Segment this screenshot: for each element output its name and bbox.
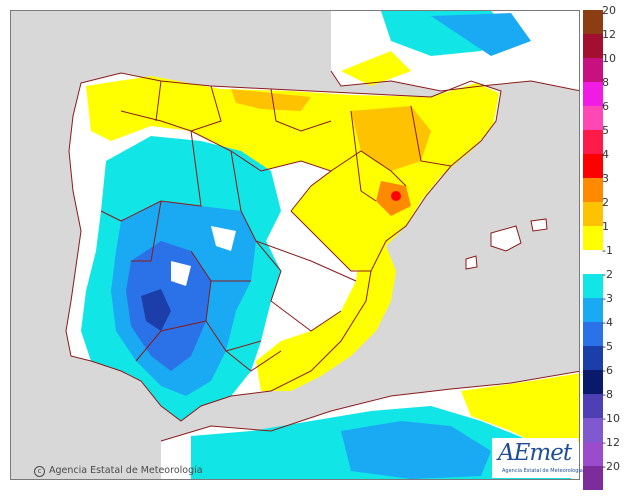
legend-swatch (583, 466, 603, 490)
africa-colder-zone (341, 421, 491, 479)
legend-swatch (583, 442, 603, 466)
legend-swatch (583, 322, 603, 346)
legend-label: -6 (602, 364, 613, 377)
legend-label: 3 (602, 172, 609, 185)
east-warm-zone (256, 241, 396, 391)
legend-swatch (583, 346, 603, 370)
ebro-warm-patch (351, 106, 431, 171)
legend-label: 8 (602, 76, 609, 89)
legend-label: 1 (602, 220, 609, 233)
neutral-patch-1 (171, 261, 191, 286)
legend-label: 2 (602, 196, 609, 209)
ibiza (465, 255, 478, 270)
legend-swatch (583, 298, 603, 322)
logo-subtitle: Agencia Estatal de Meteorología (502, 468, 583, 474)
france-colder-area (431, 13, 531, 56)
cantabrian-warm-patch (231, 89, 311, 111)
legend-swatch (583, 370, 603, 394)
coldest-patch (141, 289, 171, 331)
legend-swatch (583, 10, 603, 34)
legend-swatch (583, 250, 603, 274)
legend-label: -4 (602, 316, 613, 329)
legend-label: -2 (602, 268, 613, 281)
legend-label: 10 (602, 52, 616, 65)
copyright-icon: c (34, 466, 45, 477)
legend-swatch (583, 154, 603, 178)
hot-spot-core (391, 191, 401, 201)
neutral-patch-2 (211, 226, 236, 251)
africa-coastline (160, 370, 579, 442)
legend-swatch (583, 58, 603, 82)
legend-label: -5 (602, 340, 613, 353)
legend-label: -1 (602, 244, 613, 257)
legend-swatch (583, 178, 603, 202)
aemet-logo: AEmet Agencia Estatal de Meteorología (492, 438, 583, 478)
map-canvas (11, 11, 579, 479)
legend-swatch (583, 274, 603, 298)
credit-text: c Agencia Estatal de Meteorología (34, 465, 203, 477)
mallorca (490, 225, 522, 252)
legend-swatch (583, 226, 603, 250)
legend-swatch (583, 202, 603, 226)
anomaly-map (10, 10, 580, 480)
legend-label: -20 (602, 460, 620, 473)
legend-label: 4 (602, 148, 609, 161)
legend-swatch (583, 106, 603, 130)
legend-label: 6 (602, 100, 609, 113)
france-warm-area (341, 51, 411, 86)
legend-swatch (583, 394, 603, 418)
legend-swatch (583, 82, 603, 106)
legend-label: 5 (602, 124, 609, 137)
france-coastline (330, 70, 579, 92)
legend-label: -10 (602, 412, 620, 425)
color-legend (583, 10, 603, 490)
logo-brand: AEmet (498, 440, 572, 466)
province-borders (65, 72, 502, 422)
legend-label: 12 (602, 28, 616, 41)
legend-label: -12 (602, 436, 620, 449)
legend-label: -3 (602, 292, 613, 305)
legend-swatch (583, 34, 603, 58)
legend-swatch (583, 130, 603, 154)
menorca (530, 218, 548, 232)
credit-label: Agencia Estatal de Meteorología (49, 465, 203, 476)
legend-label: -8 (602, 388, 613, 401)
africa-warm-zone (461, 373, 579, 451)
legend-swatch (583, 418, 603, 442)
legend-label: 20 (602, 4, 616, 17)
